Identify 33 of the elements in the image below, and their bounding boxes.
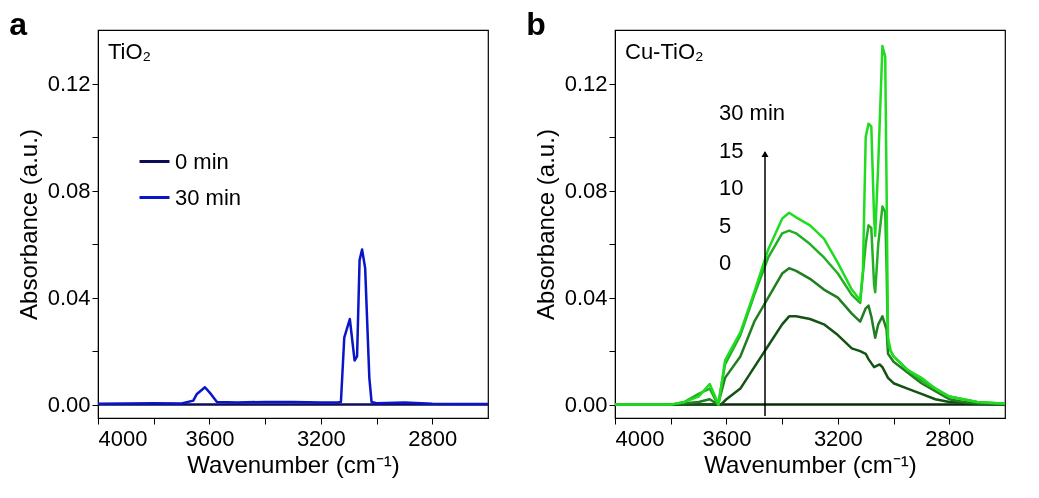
x-tick-label: 4000 bbox=[98, 425, 148, 451]
annotation: 10 bbox=[719, 175, 744, 200]
line-series bbox=[615, 44, 1005, 406]
y-tick-label: 0.12 bbox=[47, 71, 91, 97]
annotation: 30 min bbox=[719, 100, 786, 125]
y-tick-label: 0.12 bbox=[564, 71, 608, 97]
x-axis-title: Wavenumber (cm⁻¹) bbox=[704, 450, 917, 478]
y-axis-title: Absorbance (a.u.) bbox=[531, 129, 559, 320]
x-tick-label: 3200 bbox=[813, 425, 863, 451]
y-tick-label: 0.08 bbox=[47, 178, 91, 204]
y-tick-label: 0.00 bbox=[564, 392, 608, 418]
chart-title: a bbox=[9, 6, 28, 42]
y-tick-label: 0.04 bbox=[47, 285, 91, 311]
annotation: Cu-TiO₂ bbox=[625, 39, 704, 64]
x-tick-label: 3600 bbox=[702, 425, 752, 451]
annotation: 15 bbox=[719, 137, 744, 163]
y-tick-label: 0.00 bbox=[47, 392, 91, 418]
x-tick-label: 2800 bbox=[408, 425, 458, 451]
legend-label: 30 min bbox=[175, 184, 242, 210]
y-tick-label: 0.08 bbox=[564, 178, 608, 204]
x-tick-label: 4000 bbox=[615, 425, 665, 451]
annotation: TiO₂ bbox=[108, 39, 152, 64]
x-axis-title: Wavenumber (cm⁻¹) bbox=[187, 450, 400, 478]
line-series bbox=[98, 248, 488, 406]
legend-label: 0 min bbox=[175, 148, 229, 174]
y-axis-title: Absorbance (a.u.) bbox=[14, 129, 42, 320]
annotation: 5 bbox=[719, 212, 732, 238]
x-tick-label: 3600 bbox=[185, 425, 235, 451]
annotation: 0 bbox=[719, 250, 732, 275]
y-tick-label: 0.04 bbox=[564, 285, 608, 311]
chart-title: b bbox=[526, 6, 546, 42]
x-tick-label: 2800 bbox=[925, 425, 975, 451]
x-tick-label: 3200 bbox=[296, 425, 346, 451]
